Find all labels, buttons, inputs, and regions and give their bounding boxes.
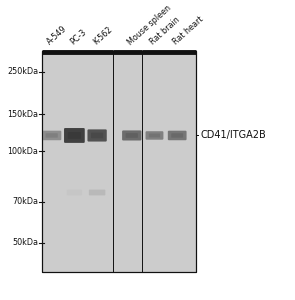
Text: Rat brain: Rat brain [148,15,182,46]
FancyBboxPatch shape [87,129,107,142]
FancyBboxPatch shape [67,190,82,195]
Bar [42,51,196,272]
Text: 70kDa: 70kDa [12,197,38,206]
Bar [42,51,196,272]
Text: Mouse spleen: Mouse spleen [126,3,173,46]
Text: 150kDa: 150kDa [7,110,38,119]
Text: PC-3: PC-3 [68,28,88,46]
FancyBboxPatch shape [149,134,160,137]
FancyBboxPatch shape [122,130,141,140]
Text: CD41/ITGA2B: CD41/ITGA2B [200,130,266,140]
FancyBboxPatch shape [91,133,103,138]
FancyBboxPatch shape [89,190,105,195]
FancyBboxPatch shape [64,128,85,143]
Text: 50kDa: 50kDa [12,238,38,247]
FancyBboxPatch shape [145,131,163,140]
FancyBboxPatch shape [168,131,186,140]
FancyBboxPatch shape [68,132,81,139]
FancyBboxPatch shape [126,133,138,138]
FancyBboxPatch shape [42,131,61,140]
Text: A-549: A-549 [46,24,69,46]
FancyBboxPatch shape [45,133,58,138]
Text: Rat heart: Rat heart [171,15,205,46]
Text: 250kDa: 250kDa [7,67,38,76]
Text: K-562: K-562 [91,25,114,46]
Text: 100kDa: 100kDa [7,147,38,156]
FancyBboxPatch shape [171,133,183,138]
